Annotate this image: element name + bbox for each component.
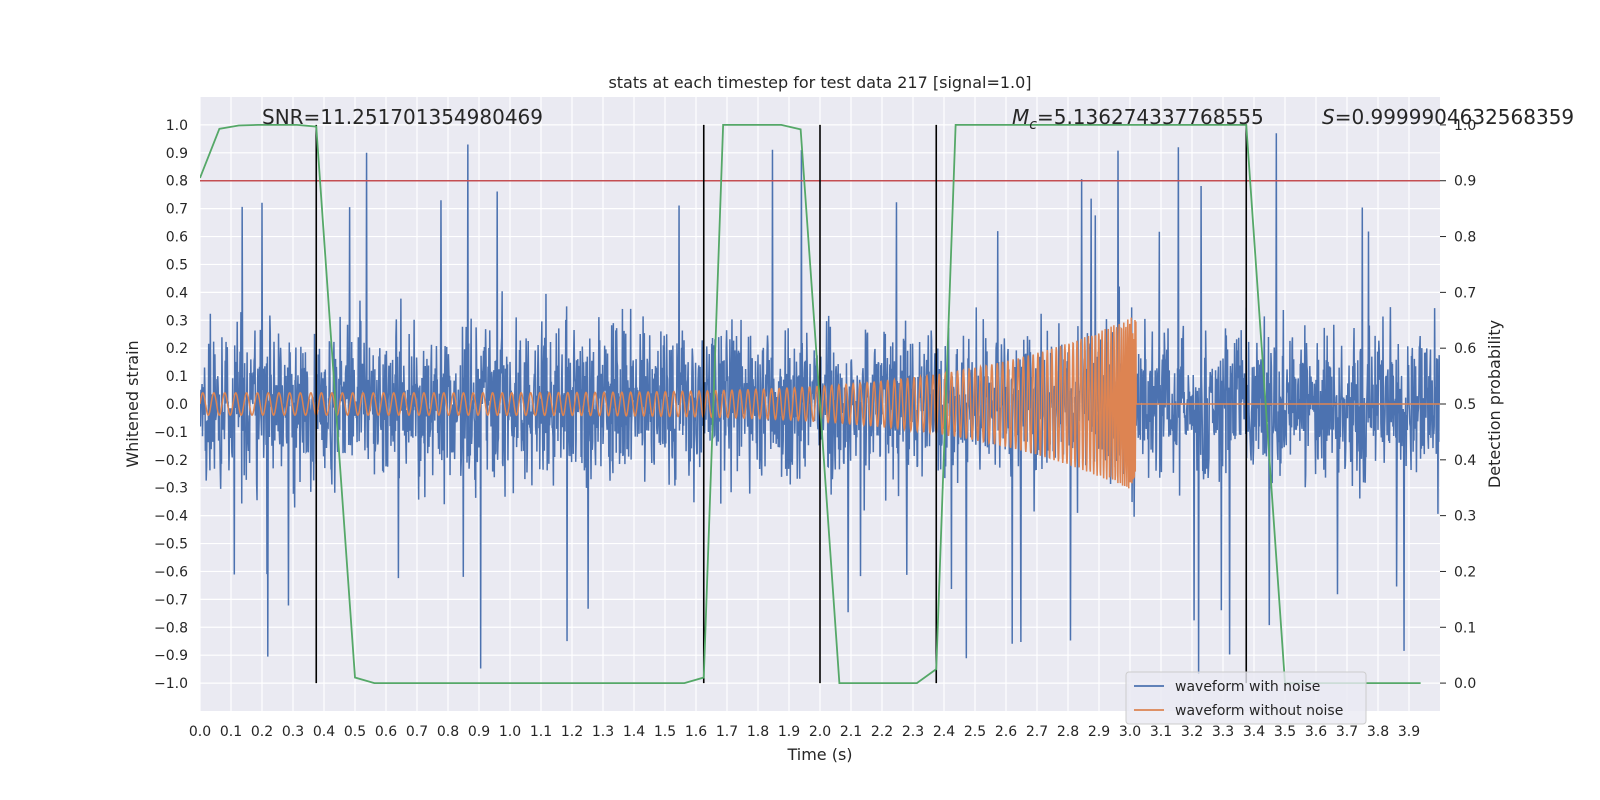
x-tick-label: 3.6 bbox=[1305, 724, 1327, 740]
chart-title: stats at each timestep for test data 217… bbox=[608, 73, 1031, 92]
s-annotation: S=0.9999904632568359 bbox=[1322, 105, 1574, 129]
x-tick-label: 1.6 bbox=[685, 724, 707, 740]
y2-tick-label: 0.7 bbox=[1454, 285, 1476, 301]
y-tick-label: −0.4 bbox=[154, 509, 188, 525]
x-tick-label: 0.1 bbox=[220, 724, 242, 740]
y2-tick-label: 1.0 bbox=[1454, 118, 1476, 134]
y2-tick-label: 0.3 bbox=[1454, 509, 1476, 525]
x-tick-label: 3.0 bbox=[1119, 724, 1141, 740]
x-tick-label: 2.8 bbox=[1057, 724, 1079, 740]
legend: waveform with noise waveform without noi… bbox=[1125, 671, 1367, 725]
y-tick-label: −0.5 bbox=[154, 537, 188, 553]
y2-tick-label: 0.5 bbox=[1454, 397, 1476, 413]
y2-ticks: 1.0 0.9 0.8 0.7 0.6 0.5 0.4 0.3 0.2 0.1 0.0 bbox=[1440, 118, 1476, 692]
mc-symbol: M bbox=[1012, 105, 1029, 129]
x-tick-label: 1.0 bbox=[499, 724, 521, 740]
x-tick-label: 3.8 bbox=[1367, 724, 1389, 740]
x-tick-label: 3.9 bbox=[1398, 724, 1420, 740]
y-tick-label: −1.0 bbox=[154, 676, 188, 692]
y2-tick-label: 0.0 bbox=[1454, 676, 1476, 692]
x-tick-label: 0.2 bbox=[251, 724, 273, 740]
x-tick-label: 1.4 bbox=[623, 724, 645, 740]
y-tick-label: 0.9 bbox=[166, 146, 188, 162]
y-tick-label: 0.6 bbox=[166, 230, 188, 246]
y-tick-label: −0.9 bbox=[154, 648, 188, 664]
x-tick-label: 1.1 bbox=[530, 724, 552, 740]
snr-annotation: SNR=11.251701354980469 bbox=[262, 105, 543, 129]
y-tick-label: −0.8 bbox=[154, 620, 188, 636]
mc-subscript: c bbox=[1029, 117, 1037, 133]
x-tick-label: 1.5 bbox=[654, 724, 676, 740]
x-tick-label: 2.2 bbox=[871, 724, 893, 740]
x-tick-label: 3.3 bbox=[1212, 724, 1234, 740]
y-tick-label: −0.7 bbox=[154, 592, 188, 608]
series-detection-probability bbox=[200, 124, 1421, 684]
y2-tick-label: 0.6 bbox=[1454, 341, 1476, 357]
x-tick-label: 0.4 bbox=[313, 724, 335, 740]
x-tick-label: 2.9 bbox=[1088, 724, 1110, 740]
x-tick-label: 1.2 bbox=[561, 724, 583, 740]
x-tick-label: 2.7 bbox=[1026, 724, 1048, 740]
x-tick-label: 2.0 bbox=[809, 724, 831, 740]
y-tick-label: −0.1 bbox=[154, 425, 188, 441]
y-tick-label: −0.6 bbox=[154, 564, 188, 580]
x-tick-label: 0.9 bbox=[468, 724, 490, 740]
y2-tick-label: 0.8 bbox=[1454, 230, 1476, 246]
x-tick-label: 0.6 bbox=[375, 724, 397, 740]
x-axis-label: Time (s) bbox=[786, 745, 852, 764]
y-tick-label: 0.7 bbox=[166, 202, 188, 218]
x-tick-label: 3.4 bbox=[1243, 724, 1265, 740]
x-tick-label: 0.3 bbox=[282, 724, 304, 740]
mc-value: =5.136274337768555 bbox=[1037, 105, 1264, 129]
x-tick-label: 2.3 bbox=[902, 724, 924, 740]
x-tick-label: 2.5 bbox=[964, 724, 986, 740]
x-tick-label: 0.5 bbox=[344, 724, 366, 740]
legend-entry-clean: waveform without noise bbox=[1175, 703, 1343, 719]
x-ticks: 0.0 0.1 0.2 0.3 0.4 0.5 0.6 0.7 0.8 0.9 1.0 1.1 1.2 1… bbox=[189, 724, 1420, 740]
x-tick-label: 3.2 bbox=[1181, 724, 1203, 740]
x-tick-label: 1.9 bbox=[778, 724, 800, 740]
x-tick-label: 2.1 bbox=[840, 724, 862, 740]
legend-entry-noisy: waveform with noise bbox=[1175, 679, 1320, 695]
s-symbol: S bbox=[1322, 105, 1335, 129]
x-tick-label: 2.6 bbox=[995, 724, 1017, 740]
x-tick-label: 2.4 bbox=[933, 724, 955, 740]
y-tick-label: 0.5 bbox=[166, 257, 188, 273]
y-ticks: 1.0 0.9 0.8 0.7 0.6 0.5 0.4 0.3 0.2 0.1 0.0 −0.1 −0.… bbox=[154, 118, 188, 692]
x-tick-label: 0.8 bbox=[437, 724, 459, 740]
y2-tick-label: 0.1 bbox=[1454, 620, 1476, 636]
s-value: =0.9999904632568359 bbox=[1335, 105, 1574, 129]
x-tick-label: 0.7 bbox=[406, 724, 428, 740]
y-tick-label: −0.3 bbox=[154, 481, 188, 497]
x-tick-label: 3.1 bbox=[1150, 724, 1172, 740]
x-tick-label: 3.7 bbox=[1336, 724, 1358, 740]
legend-box bbox=[1125, 671, 1367, 725]
x-tick-label: 0.0 bbox=[189, 724, 211, 740]
y-axis-label: Whitened strain bbox=[123, 340, 142, 467]
x-tick-label: 1.3 bbox=[592, 724, 614, 740]
y-tick-label: 0.4 bbox=[166, 285, 188, 301]
y-tick-label: 0.3 bbox=[166, 313, 188, 329]
y-tick-label: 0.0 bbox=[166, 397, 188, 413]
y-tick-label: 0.8 bbox=[166, 174, 188, 190]
y2-tick-label: 0.4 bbox=[1454, 453, 1476, 469]
x-tick-label: 1.8 bbox=[747, 724, 769, 740]
x-tick-label: 3.5 bbox=[1274, 724, 1296, 740]
y-tick-label: 0.1 bbox=[166, 369, 188, 385]
chirp-mass-annotation: Mc=5.136274337768555 bbox=[1012, 105, 1264, 133]
y2-tick-label: 0.9 bbox=[1454, 174, 1476, 190]
y2-axis-label: Detection probability bbox=[1485, 320, 1504, 488]
x-tick-label: 1.7 bbox=[716, 724, 738, 740]
y2-tick-label: 0.2 bbox=[1454, 564, 1476, 580]
y-tick-label: 1.0 bbox=[166, 118, 188, 134]
y-tick-label: 0.2 bbox=[166, 341, 188, 357]
y-tick-label: −0.2 bbox=[154, 453, 188, 469]
